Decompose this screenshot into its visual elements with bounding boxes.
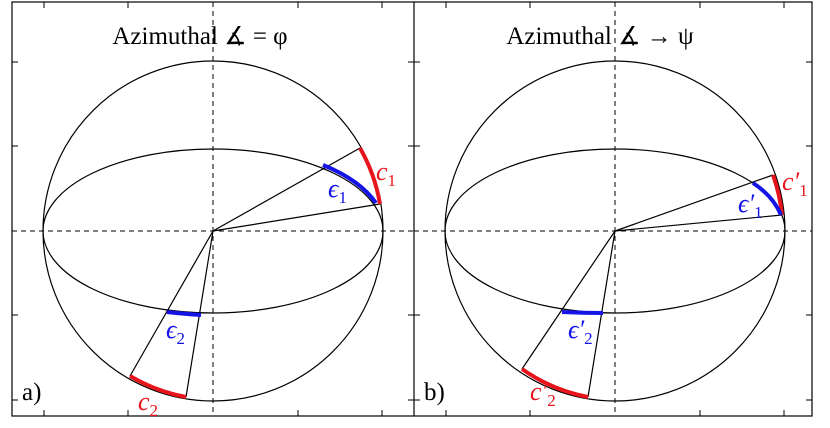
symbol: c′ [530, 377, 548, 406]
title: Azimuthal ∡ = φ [112, 23, 287, 50]
subscript: 2 [150, 401, 159, 420]
subscript: 1 [338, 188, 347, 207]
symbol: c′ [782, 167, 800, 196]
panel-label: a) [22, 379, 41, 406]
arc-c2 [520, 367, 589, 399]
arc-e2 [166, 310, 202, 317]
label-c1: c1 [376, 157, 396, 190]
arc-c1 [771, 174, 784, 216]
arc-e1 [751, 181, 783, 216]
label-c2: c2 [138, 387, 158, 420]
subscript: 2 [176, 329, 185, 348]
arc-e2 [561, 310, 604, 315]
symbol: ϵ [166, 315, 178, 344]
subscript: 2 [547, 391, 556, 410]
subscript: 1 [754, 203, 763, 222]
ticks [12, 2, 812, 416]
symbol: ϵ′ [568, 315, 584, 344]
label-c1: c′1 [782, 167, 808, 200]
rays [521, 174, 783, 398]
subscript: 2 [584, 329, 593, 348]
label-e1: ϵ′1 [738, 189, 763, 222]
rays [129, 147, 381, 398]
label-c2: c′2 [530, 377, 556, 410]
panel-a: Azimuthal ∡ = φ a) c1 ϵ1 ϵ2 c2 [12, 2, 414, 420]
frame [11, 1, 813, 417]
label-e1: ϵ1 [328, 174, 347, 207]
title: Azimuthal ∡ → ψ [506, 23, 694, 50]
equator [42, 148, 384, 314]
symbol: c [376, 157, 388, 186]
arc-c1 [358, 147, 382, 205]
arc-e1 [322, 163, 378, 205]
symbol: ϵ [328, 174, 340, 203]
equator [444, 148, 786, 314]
symbol: ϵ′ [738, 189, 754, 218]
arc-c2 [128, 374, 187, 399]
label-e2: ϵ′2 [568, 315, 593, 348]
symbol: c [138, 387, 150, 416]
label-e2: ϵ2 [166, 315, 185, 348]
panel-b: Azimuthal ∡ → ψ b) c′1 ϵ′1 ϵ′2 c′2 [414, 2, 812, 416]
subscript: 1 [799, 181, 808, 200]
subscript: 1 [388, 171, 397, 190]
panel-label: b) [424, 379, 445, 406]
